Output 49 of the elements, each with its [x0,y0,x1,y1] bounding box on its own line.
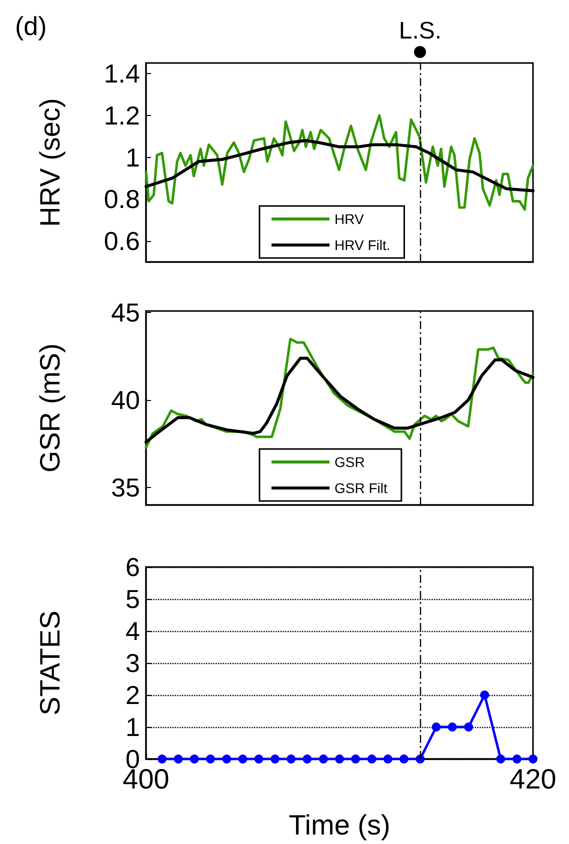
point [238,754,248,764]
point [464,722,474,732]
point [432,722,441,732]
y-tick-label: 5 [126,584,140,614]
point [158,754,167,764]
y-tick-label: 40 [111,385,140,416]
point [222,754,232,764]
legend-label: HRV [334,211,364,227]
point [254,754,264,764]
legend-label: GSR Filt [334,480,388,496]
point [318,754,328,764]
point [367,754,376,764]
line-series [144,114,534,211]
point [448,722,457,732]
point [335,754,344,764]
y-tick-label: 35 [111,472,140,503]
y-axis-title: STATES [34,610,66,716]
point [416,754,425,764]
legend-label: GSR [334,454,365,470]
point [190,754,199,764]
point [496,754,506,764]
point [302,754,312,764]
y-tick-label: 0.8 [104,184,140,214]
point [480,690,490,700]
point [383,754,392,764]
y-tick-label: 1.2 [104,100,140,130]
y-tick-label: 1 [126,712,140,742]
x-axis-title: Time (s) [288,810,390,840]
y-tick-label: 0.6 [104,226,140,256]
point [174,754,183,764]
point [351,754,360,764]
point [286,754,296,764]
y-tick-label: 45 [111,298,140,328]
y-tick-label: 1 [126,142,140,172]
y-tick-label: 2 [126,680,140,710]
x-tick-label: 420 [510,764,556,794]
y-tick-label: 3 [126,648,140,678]
point [399,754,408,764]
ref-line-label: L.S. [398,18,442,44]
y-tick-label: 4 [126,616,140,646]
point [270,754,280,764]
point [206,754,215,764]
y-tick-label: 1.4 [104,58,140,88]
y-axis-title: HRV (sec) [34,98,66,227]
legend-label: HRV Filt. [334,237,390,253]
chart-title: (d) [15,11,47,41]
y-axis-title: GSR (mS) [34,343,66,473]
point [512,754,522,764]
y-tick-label: 6 [126,552,140,582]
